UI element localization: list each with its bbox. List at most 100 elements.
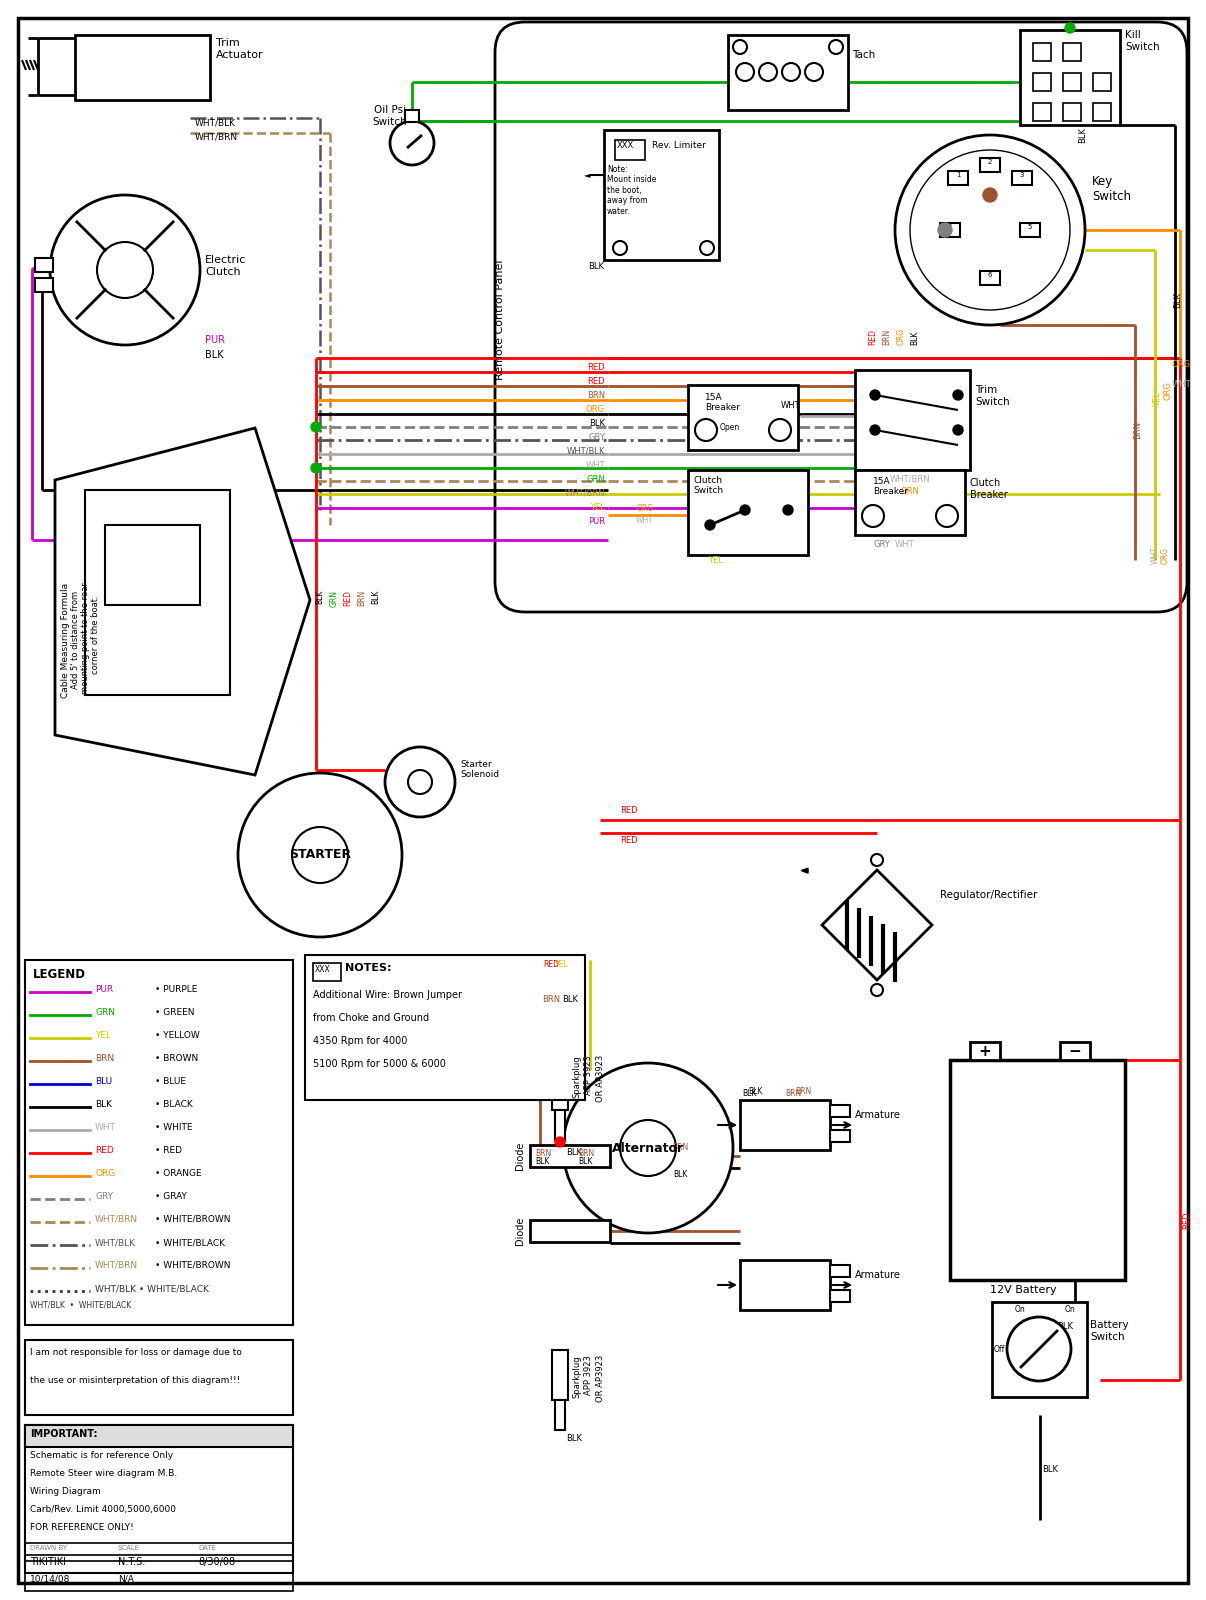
Bar (25, 1341, 293, 1414)
Text: ◄: ◄ (584, 171, 590, 179)
Circle shape (953, 390, 964, 400)
Circle shape (408, 770, 432, 794)
Text: corner of the boat.: corner of the boat. (90, 595, 100, 674)
Bar (25, 960, 293, 1325)
Text: ORG: ORG (95, 1170, 116, 1178)
Text: • YELLOW: • YELLOW (156, 1030, 200, 1040)
Circle shape (740, 506, 750, 515)
Bar (105, 525, 200, 605)
Text: PUR: PUR (95, 986, 113, 994)
Text: GRN: GRN (95, 1008, 115, 1018)
Bar (25, 1555, 293, 1573)
Text: ORN: ORN (901, 486, 919, 496)
Text: BLK: BLK (1078, 126, 1088, 142)
Text: BRN: BRN (1134, 421, 1142, 438)
Text: BLK: BLK (535, 1157, 550, 1166)
Text: RED: RED (1182, 1211, 1192, 1229)
Circle shape (870, 390, 880, 400)
Text: Carb/Rev. Limit 4000,5000,6000: Carb/Rev. Limit 4000,5000,6000 (30, 1506, 176, 1514)
Text: YEL: YEL (1153, 392, 1163, 408)
Text: BRN: BRN (587, 390, 605, 400)
Text: XXX: XXX (315, 965, 330, 974)
Text: BLK: BLK (566, 1149, 582, 1157)
Text: Additional Wire: Brown Jumper: Additional Wire: Brown Jumper (314, 990, 462, 1000)
Bar (1062, 43, 1081, 61)
Text: Off: Off (994, 1346, 1005, 1355)
Circle shape (96, 242, 153, 298)
Text: OR AP3923: OR AP3923 (596, 1054, 605, 1102)
Text: YEL: YEL (555, 960, 568, 970)
Circle shape (563, 1062, 733, 1234)
Text: Starter
Solenoid: Starter Solenoid (459, 760, 499, 779)
Text: • GREEN: • GREEN (156, 1008, 194, 1018)
Text: On: On (1065, 1306, 1076, 1314)
Text: BLK: BLK (578, 1157, 592, 1166)
Text: ORG: ORG (896, 328, 906, 346)
Text: I am not responsible for loss or damage due to: I am not responsible for loss or damage … (30, 1347, 242, 1357)
Bar (25, 1426, 293, 1446)
Bar (1034, 102, 1050, 122)
Text: Schematic is for reference Only: Schematic is for reference Only (30, 1451, 174, 1459)
Text: 6: 6 (988, 272, 993, 278)
Circle shape (936, 506, 958, 526)
Text: Diode: Diode (515, 1142, 525, 1170)
Text: ◄: ◄ (801, 866, 808, 875)
Text: RED: RED (620, 835, 638, 845)
Text: PUR: PUR (587, 517, 605, 526)
Circle shape (555, 1138, 564, 1147)
Text: PUR: PUR (205, 334, 226, 346)
Text: WHT/BLK: WHT/BLK (195, 118, 236, 126)
Circle shape (385, 747, 455, 818)
Bar (529, 1146, 610, 1166)
Circle shape (871, 854, 883, 866)
Text: WHT: WHT (585, 461, 605, 470)
Text: WHT: WHT (780, 400, 800, 410)
Bar (314, 963, 341, 981)
Text: FOR REFERENCE ONLY!: FOR REFERENCE ONLY! (30, 1523, 134, 1533)
Text: BRN: BRN (541, 995, 560, 1005)
Text: Remote Control Panel: Remote Control Panel (494, 259, 505, 381)
Text: SCALE: SCALE (118, 1546, 140, 1550)
Text: BRN: BRN (357, 590, 367, 606)
Text: Kill
Switch: Kill Switch (1125, 30, 1160, 51)
Text: YEL: YEL (708, 557, 722, 565)
Text: WHT/BRN: WHT/BRN (890, 475, 930, 483)
Text: 2: 2 (988, 158, 993, 165)
Text: LEGEND: LEGEND (33, 968, 86, 981)
Text: WHT: WHT (1151, 546, 1159, 563)
Text: Sparkplug: Sparkplug (572, 1054, 581, 1098)
Text: WHT: WHT (895, 541, 914, 549)
Text: WHT/BRN: WHT/BRN (195, 133, 238, 142)
Bar (830, 1130, 850, 1142)
Circle shape (1065, 22, 1075, 34)
Circle shape (1007, 1317, 1071, 1381)
Circle shape (938, 222, 952, 237)
Text: Diode: Diode (515, 1218, 525, 1245)
Text: ORG: ORG (586, 405, 605, 414)
Circle shape (733, 40, 747, 54)
Circle shape (620, 1120, 677, 1176)
Text: Battery
Switch: Battery Switch (1090, 1320, 1129, 1341)
Bar (687, 470, 808, 555)
Text: WHT/BLK  •  WHITE/BLACK: WHT/BLK • WHITE/BLACK (30, 1301, 131, 1310)
Text: IMPORTANT:: IMPORTANT: (30, 1429, 98, 1438)
Bar (970, 1042, 1000, 1059)
Text: • BLUE: • BLUE (156, 1077, 186, 1086)
Text: APP 3923: APP 3923 (584, 1355, 593, 1395)
Text: ORG: ORG (1164, 381, 1172, 400)
Bar (950, 1059, 1125, 1280)
Text: BRN: BRN (672, 1142, 689, 1152)
Text: STARTER: STARTER (289, 848, 351, 861)
Text: ORG: ORG (1160, 547, 1170, 563)
Text: Tach: Tach (851, 50, 876, 59)
Polygon shape (822, 870, 932, 979)
Bar (552, 1350, 568, 1400)
Polygon shape (55, 427, 310, 774)
Text: • RED: • RED (156, 1146, 182, 1155)
Text: • BLACK: • BLACK (156, 1101, 193, 1109)
Bar (1062, 74, 1081, 91)
Bar (687, 386, 798, 450)
Text: • WHITE: • WHITE (156, 1123, 193, 1133)
Text: 10/14/08: 10/14/08 (30, 1574, 70, 1584)
Circle shape (311, 462, 321, 474)
